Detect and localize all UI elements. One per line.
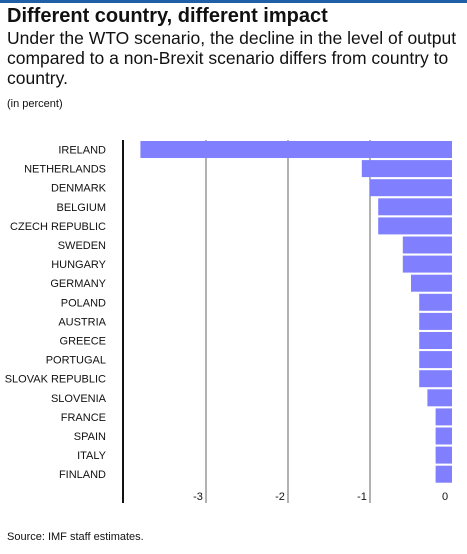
- bar: [402, 255, 452, 273]
- category-label: PORTUGAL: [46, 355, 106, 367]
- category-label: FRANCE: [61, 412, 106, 424]
- x-tick-label: -1: [357, 491, 367, 503]
- bar: [435, 427, 452, 445]
- bar: [427, 389, 452, 407]
- category-label: DENMARK: [51, 183, 107, 195]
- category-label: FINLAND: [59, 469, 106, 481]
- category-label: CZECH REPUBLIC: [10, 221, 106, 233]
- bar: [140, 141, 452, 158]
- bar: [419, 332, 452, 349]
- bar: [435, 465, 452, 483]
- x-tick-label: 0: [442, 491, 448, 503]
- category-label: SLOVENIA: [51, 393, 107, 405]
- bar: [378, 198, 452, 216]
- x-tick-label: -3: [193, 491, 203, 503]
- top-rule: [0, 0, 467, 3]
- category-label: ITALY: [77, 450, 107, 462]
- x-tick-label: -2: [275, 491, 285, 503]
- bar: [419, 370, 452, 388]
- category-label: GREECE: [60, 336, 106, 348]
- unit-label: (in percent): [7, 98, 63, 110]
- bar: [402, 236, 452, 254]
- chart-title: Different country, different impact: [7, 5, 328, 27]
- bar: [435, 446, 452, 464]
- category-label: SLOVAK REPUBLIC: [5, 374, 106, 386]
- category-label: GERMANY: [50, 278, 106, 290]
- category-label: SPAIN: [74, 431, 106, 443]
- category-label: HUNGARY: [51, 259, 106, 271]
- source-note: Source: IMF staff estimates.: [7, 531, 144, 543]
- bar: [419, 312, 452, 330]
- category-label: IRELAND: [58, 145, 106, 157]
- bar: [361, 160, 452, 178]
- bar: [411, 274, 452, 292]
- category-label: BELGIUM: [56, 202, 106, 214]
- bar: [419, 293, 452, 311]
- category-label: SWEDEN: [58, 240, 106, 252]
- bar: [370, 179, 452, 197]
- category-label: POLAND: [61, 297, 106, 309]
- chart-subtitle: Under the WTO scenario, the decline in t…: [7, 28, 457, 88]
- bar: [435, 408, 452, 426]
- bar: [419, 351, 452, 369]
- category-label: AUSTRIA: [58, 316, 106, 328]
- bar: [378, 217, 452, 235]
- category-label: NETHERLANDS: [24, 164, 106, 176]
